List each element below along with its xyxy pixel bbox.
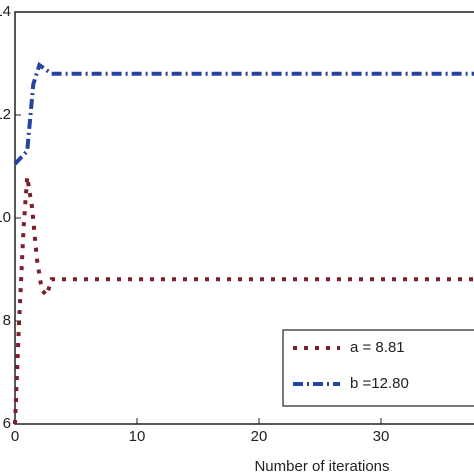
legend-box: [282, 329, 474, 407]
legend-label: b =12.80: [350, 375, 409, 392]
y-tick-label: 8: [3, 312, 11, 329]
y-tick-label: 6: [3, 415, 11, 432]
line-series: [13, 61, 474, 166]
legend-label: a = 8.81: [350, 339, 405, 356]
x-tick-label: 10: [129, 428, 146, 445]
x-tick-label: 0: [11, 428, 19, 445]
x-axis-label: Number of iterations: [254, 458, 389, 474]
y-tick-label: 14: [0, 3, 11, 20]
x-tick-label: 20: [251, 428, 268, 445]
x-tick-label: 30: [373, 428, 390, 445]
y-tick-label: 12: [0, 106, 11, 123]
line-series: [13, 176, 474, 425]
y-tick-label: 10: [0, 209, 11, 226]
